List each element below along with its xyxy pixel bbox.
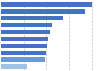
Bar <box>1 23 52 27</box>
Bar <box>1 64 27 69</box>
Bar <box>1 2 92 7</box>
Bar <box>1 58 46 62</box>
Bar <box>1 9 85 13</box>
Bar <box>1 44 47 48</box>
Bar <box>1 37 48 41</box>
Bar <box>1 16 63 20</box>
Bar <box>1 30 50 34</box>
Bar <box>1 51 46 55</box>
